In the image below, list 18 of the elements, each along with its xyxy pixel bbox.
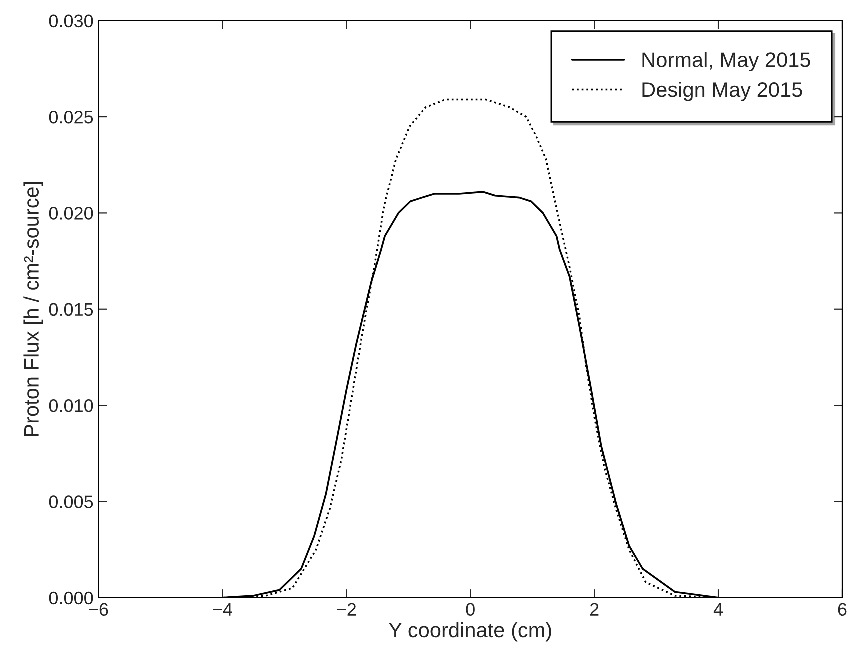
x-axis-title: Y coordinate (cm) <box>389 622 552 642</box>
x-tick-label: −6 <box>89 603 108 616</box>
y-tick-label: 0.005 <box>49 496 94 508</box>
y-axis-title: Proton Flux [h / cm²-source] <box>24 182 44 436</box>
x-tick-label: 0 <box>466 603 475 616</box>
legend-label: Design May 2015 <box>642 82 802 102</box>
x-tick-label: 6 <box>838 603 847 616</box>
y-tick-label: 0.015 <box>49 303 94 316</box>
y-tick-label: 0.020 <box>49 207 94 220</box>
x-tick-label: 2 <box>590 603 599 616</box>
y-tick-label: 0.010 <box>49 399 94 412</box>
legend-label: Normal, May 2015 <box>642 52 810 72</box>
x-tick-label: −4 <box>213 603 232 616</box>
y-tick-label: 0.025 <box>49 110 94 124</box>
x-tick-label: −2 <box>337 603 356 616</box>
y-tick-label: 0.000 <box>49 592 94 605</box>
x-tick-label: 4 <box>714 603 724 616</box>
y-tick-label: 0.030 <box>49 14 94 28</box>
